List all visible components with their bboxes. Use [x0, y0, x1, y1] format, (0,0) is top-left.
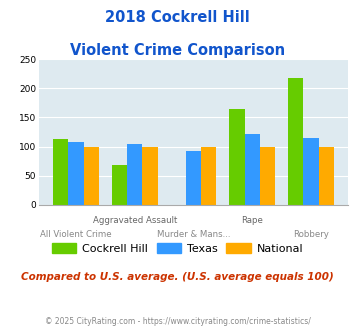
Text: Aggravated Assault: Aggravated Assault: [93, 216, 177, 225]
Text: Violent Crime Comparison: Violent Crime Comparison: [70, 43, 285, 58]
Bar: [84, 147, 99, 205]
Text: 2018 Cockrell Hill: 2018 Cockrell Hill: [105, 10, 250, 25]
Bar: [69, 142, 84, 205]
Text: Robbery: Robbery: [293, 230, 329, 239]
Bar: [303, 138, 318, 205]
Bar: [112, 165, 127, 205]
Bar: [288, 78, 303, 205]
Text: Murder & Mans...: Murder & Mans...: [157, 230, 230, 239]
Text: © 2025 CityRating.com - https://www.cityrating.com/crime-statistics/: © 2025 CityRating.com - https://www.city…: [45, 317, 310, 326]
Bar: [318, 147, 334, 205]
Bar: [142, 147, 158, 205]
Bar: [260, 147, 275, 205]
Bar: [186, 150, 201, 205]
Bar: [201, 147, 217, 205]
Bar: [245, 134, 260, 205]
Bar: [127, 144, 142, 205]
Text: Compared to U.S. average. (U.S. average equals 100): Compared to U.S. average. (U.S. average …: [21, 272, 334, 282]
Text: All Violent Crime: All Violent Crime: [40, 230, 112, 239]
Legend: Cockrell Hill, Texas, National: Cockrell Hill, Texas, National: [48, 238, 307, 258]
Text: Rape: Rape: [241, 216, 263, 225]
Bar: [53, 139, 69, 205]
Bar: [229, 109, 245, 205]
